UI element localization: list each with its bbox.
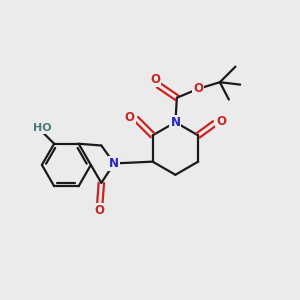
Text: HO: HO bbox=[33, 123, 52, 133]
Text: O: O bbox=[216, 116, 226, 128]
Text: O: O bbox=[194, 82, 203, 95]
Text: N: N bbox=[109, 157, 119, 170]
Text: N: N bbox=[170, 116, 180, 129]
Text: O: O bbox=[95, 204, 105, 217]
Text: O: O bbox=[124, 111, 135, 124]
Text: O: O bbox=[150, 73, 161, 86]
